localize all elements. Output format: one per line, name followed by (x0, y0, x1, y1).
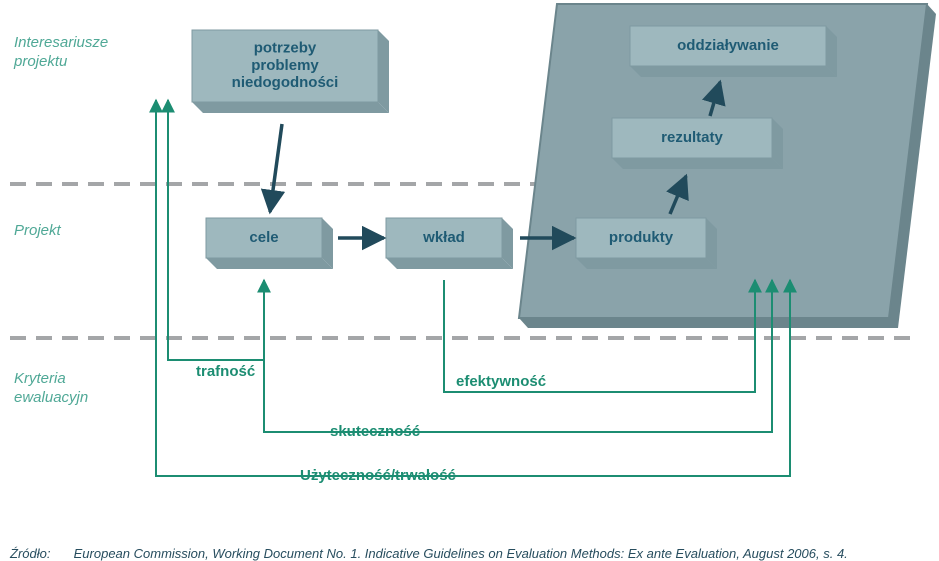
box-produkty-label: produkty (609, 229, 674, 246)
box-rezultaty: rezultaty (612, 118, 783, 169)
source-text: European Commission, Working Document No… (74, 546, 848, 561)
box-oddzialywanie: oddziaływanie (630, 26, 837, 77)
box-produkty: produkty (576, 218, 717, 269)
box-oddzialywanie-label: oddziaływanie (677, 37, 779, 54)
box-wklad: wkład (386, 218, 513, 269)
box-potrzeby-label: niedogodności (232, 74, 339, 91)
box-potrzeby: potrzebyproblemyniedogodności (192, 30, 389, 113)
conn-skutecznosc-label: skuteczność (330, 423, 420, 440)
source-citation: Źródło: European Commission, Working Doc… (10, 546, 910, 561)
row-1: Interesariuszeprojektu (14, 34, 108, 72)
row-2: Projekt (14, 222, 61, 241)
box-wklad-label: wkład (422, 229, 465, 246)
conn-trafnosc-label: trafność (196, 363, 255, 380)
box-cele-label: cele (249, 229, 278, 246)
box-cele: cele (206, 218, 333, 269)
source-prefix: Źródło: (10, 546, 70, 561)
box-rezultaty-label: rezultaty (661, 129, 723, 146)
conn-uzytecznosc-label: Użyteczność/trwałość (300, 467, 456, 484)
conn-efektywnosc-label: efektywność (456, 373, 546, 390)
box-potrzeby-label: potrzeby (254, 40, 317, 57)
row-3: Kryteriaewaluacyjn (14, 370, 88, 408)
arr-potrzeby-cele (270, 124, 282, 212)
box-potrzeby-label: problemy (251, 57, 319, 74)
diagram-canvas: potrzebyproblemyniedogodności cele wkład pr… (0, 0, 939, 561)
